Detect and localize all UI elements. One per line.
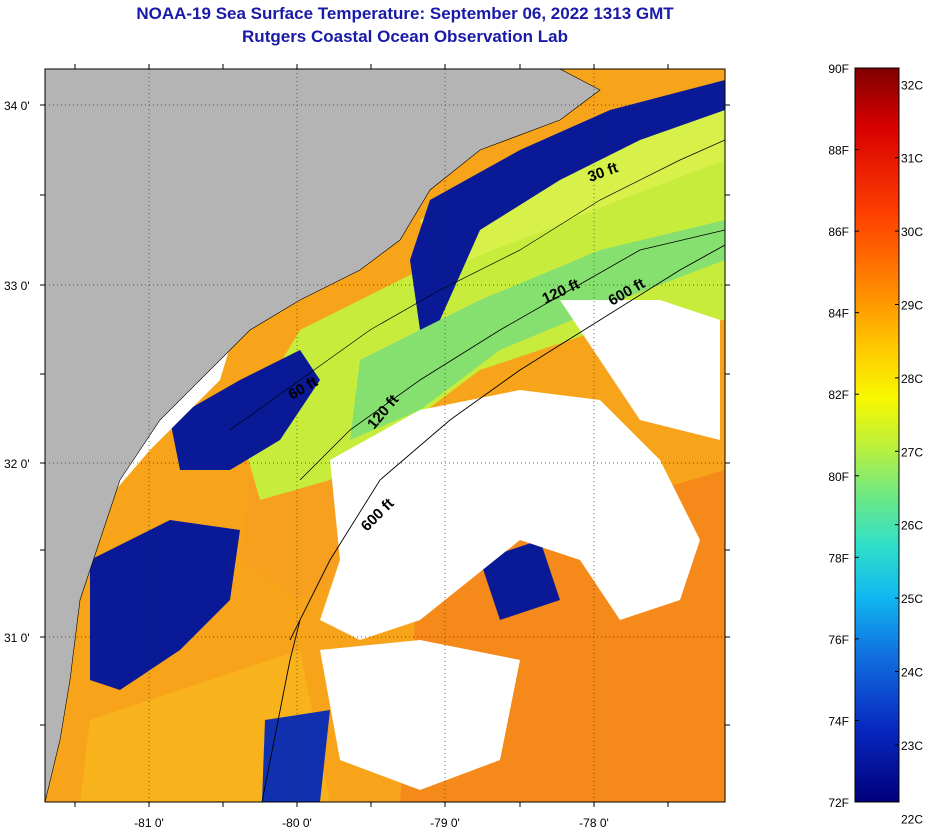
colorbar-labels: 90F 88F 86F 84F 82F 80F 78F 76F 74F 72F 32C 31C 30C 2… [828, 62, 923, 826]
graticule [45, 69, 725, 802]
colorbar-label-c: 29C [901, 299, 923, 313]
lon-label: -81 0' [134, 816, 164, 830]
colorbar-label-f: 80F [828, 470, 849, 484]
axis-ticks [40, 64, 730, 807]
colorbar-ticks [855, 149, 899, 746]
colorbar-label-c: 25C [901, 592, 923, 606]
colorbar-label-c: 23C [901, 739, 923, 753]
colorbar-label-f: 78F [828, 551, 849, 565]
colorbar-label-f: 82F [828, 388, 849, 402]
lat-label: 34 0' [4, 99, 30, 113]
colorbar-label-f: 74F [828, 714, 849, 728]
colorbar-label-f: 90F [828, 62, 849, 76]
cold-water-south [90, 520, 240, 690]
colorbar-label-f: 88F [828, 144, 849, 158]
cloud-mask-central [320, 390, 700, 640]
shelf-band-cool [350, 220, 725, 440]
shelf-band-north [420, 100, 725, 270]
lat-label: 31 0' [4, 631, 30, 645]
colorbar-label-f: 84F [828, 307, 849, 321]
cold-water-southwest [262, 710, 330, 802]
lat-label: 32 0' [4, 457, 30, 471]
lat-label: 33 0' [4, 279, 30, 293]
colorbar-label-c: 31C [901, 152, 923, 166]
colorbar-label-c: 26C [901, 519, 923, 533]
lon-label: -78 0' [579, 816, 609, 830]
lon-label: -80 0' [282, 816, 312, 830]
lon-label: -79 0' [430, 816, 460, 830]
map-panel [45, 69, 725, 802]
land-mass [45, 69, 601, 802]
cloud-mask-east [560, 300, 720, 440]
map-title: NOAA-19 Sea Surface Temperature: Septemb… [136, 4, 674, 23]
colorbar-label-c: 22C [901, 812, 923, 826]
colorbar-label-f: 72F [828, 796, 849, 810]
cold-patch-east [480, 540, 560, 620]
isobath-120ft [299, 229, 725, 481]
isobath-60ft [229, 139, 725, 431]
cloud-mask-south [320, 640, 520, 790]
isobath-600ft [289, 244, 725, 641]
colorbar-label-c: 27C [901, 445, 923, 459]
colorbar-label-c: 32C [901, 78, 923, 92]
map-subtitle: Rutgers Coastal Ocean Observation Lab [242, 27, 568, 46]
colorbar-label-f: 86F [828, 225, 849, 239]
colorbar-label-c: 30C [901, 225, 923, 239]
colorbar-label-f: 76F [828, 633, 849, 647]
cold-water-mid [170, 350, 320, 470]
map-frame [44, 68, 726, 803]
colorbar [854, 67, 900, 803]
colorbar-label-c: 24C [901, 666, 923, 680]
colorbar-label-c: 28C [901, 372, 923, 386]
